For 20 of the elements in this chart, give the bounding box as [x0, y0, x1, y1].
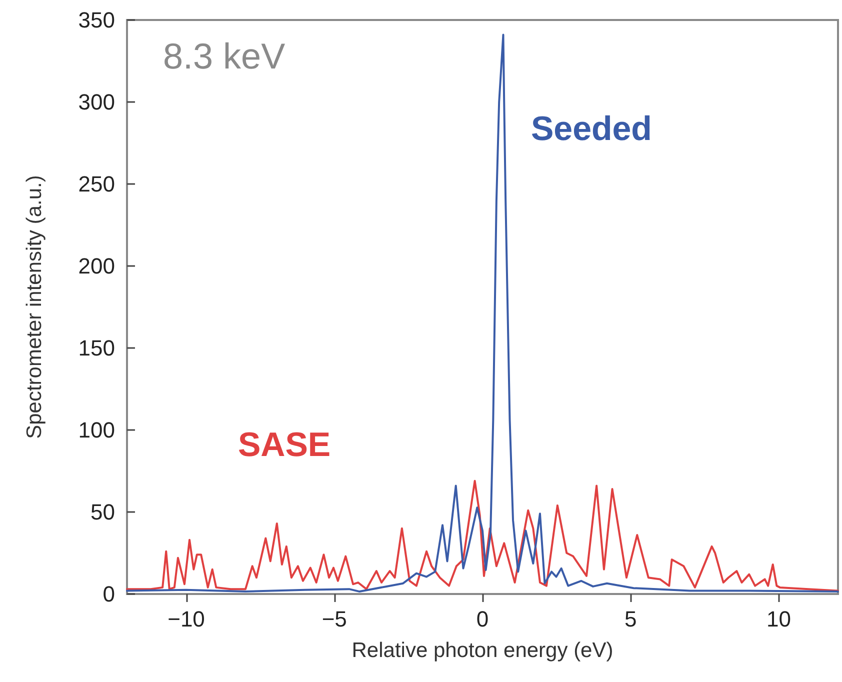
- x-tick-label: 0: [476, 606, 489, 632]
- series-label: Seeded: [531, 110, 652, 148]
- x-tick-label: −5: [322, 606, 347, 632]
- y-tick-label: 0: [102, 582, 115, 606]
- line-series: [126, 34, 839, 593]
- text: SASE: [238, 426, 331, 464]
- y-tick-label: 200: [78, 254, 115, 278]
- y-axis-title: Spectrometer intensity (a.u.): [23, 175, 46, 439]
- line-series: [126, 480, 839, 592]
- y-tick-label: 300: [78, 90, 115, 114]
- y-tick-label: 150: [78, 336, 115, 360]
- x-tick-label: −10: [168, 606, 205, 632]
- annotation: 8.3 keV: [163, 36, 286, 76]
- y-tick-label: 50: [90, 500, 115, 524]
- y-tick-label: 250: [78, 172, 115, 196]
- y-tick-label: 100: [78, 418, 115, 442]
- x-axis-title: Relative photon energy (eV): [352, 639, 614, 662]
- x-tick-label: 5: [624, 606, 637, 632]
- x-tick-label: 10: [766, 606, 791, 632]
- y-tick-label: 350: [78, 8, 115, 32]
